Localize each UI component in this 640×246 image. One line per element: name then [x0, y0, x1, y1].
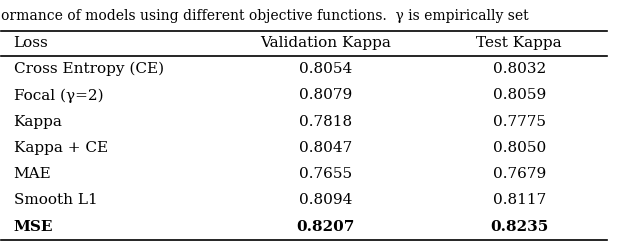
Text: ormance of models using different objective functions.  γ is empirically set: ormance of models using different object… [1, 9, 529, 23]
Text: 0.8235: 0.8235 [490, 220, 548, 234]
Text: Kappa: Kappa [13, 115, 62, 129]
Text: MSE: MSE [13, 220, 53, 234]
Text: 0.8054: 0.8054 [299, 62, 352, 76]
Text: Focal (γ=2): Focal (γ=2) [13, 88, 103, 103]
Text: Loss: Loss [13, 36, 48, 50]
Text: 0.7679: 0.7679 [493, 167, 546, 181]
Text: 0.8047: 0.8047 [299, 141, 352, 155]
Text: 0.7818: 0.7818 [299, 115, 352, 129]
Text: 0.8079: 0.8079 [299, 89, 352, 103]
Text: MAE: MAE [13, 167, 51, 181]
Text: Kappa + CE: Kappa + CE [13, 141, 108, 155]
Text: Test Kappa: Test Kappa [476, 36, 562, 50]
Text: 0.7775: 0.7775 [493, 115, 546, 129]
Text: 0.8059: 0.8059 [493, 89, 546, 103]
Text: 0.8207: 0.8207 [296, 220, 355, 234]
Text: 0.7655: 0.7655 [299, 167, 352, 181]
Text: 0.8094: 0.8094 [299, 193, 352, 207]
Text: Cross Entropy (CE): Cross Entropy (CE) [13, 62, 164, 77]
Text: 0.8117: 0.8117 [493, 193, 546, 207]
Text: Validation Kappa: Validation Kappa [260, 36, 391, 50]
Text: 0.8050: 0.8050 [493, 141, 546, 155]
Text: Smooth L1: Smooth L1 [13, 193, 97, 207]
Text: 0.8032: 0.8032 [493, 62, 546, 76]
